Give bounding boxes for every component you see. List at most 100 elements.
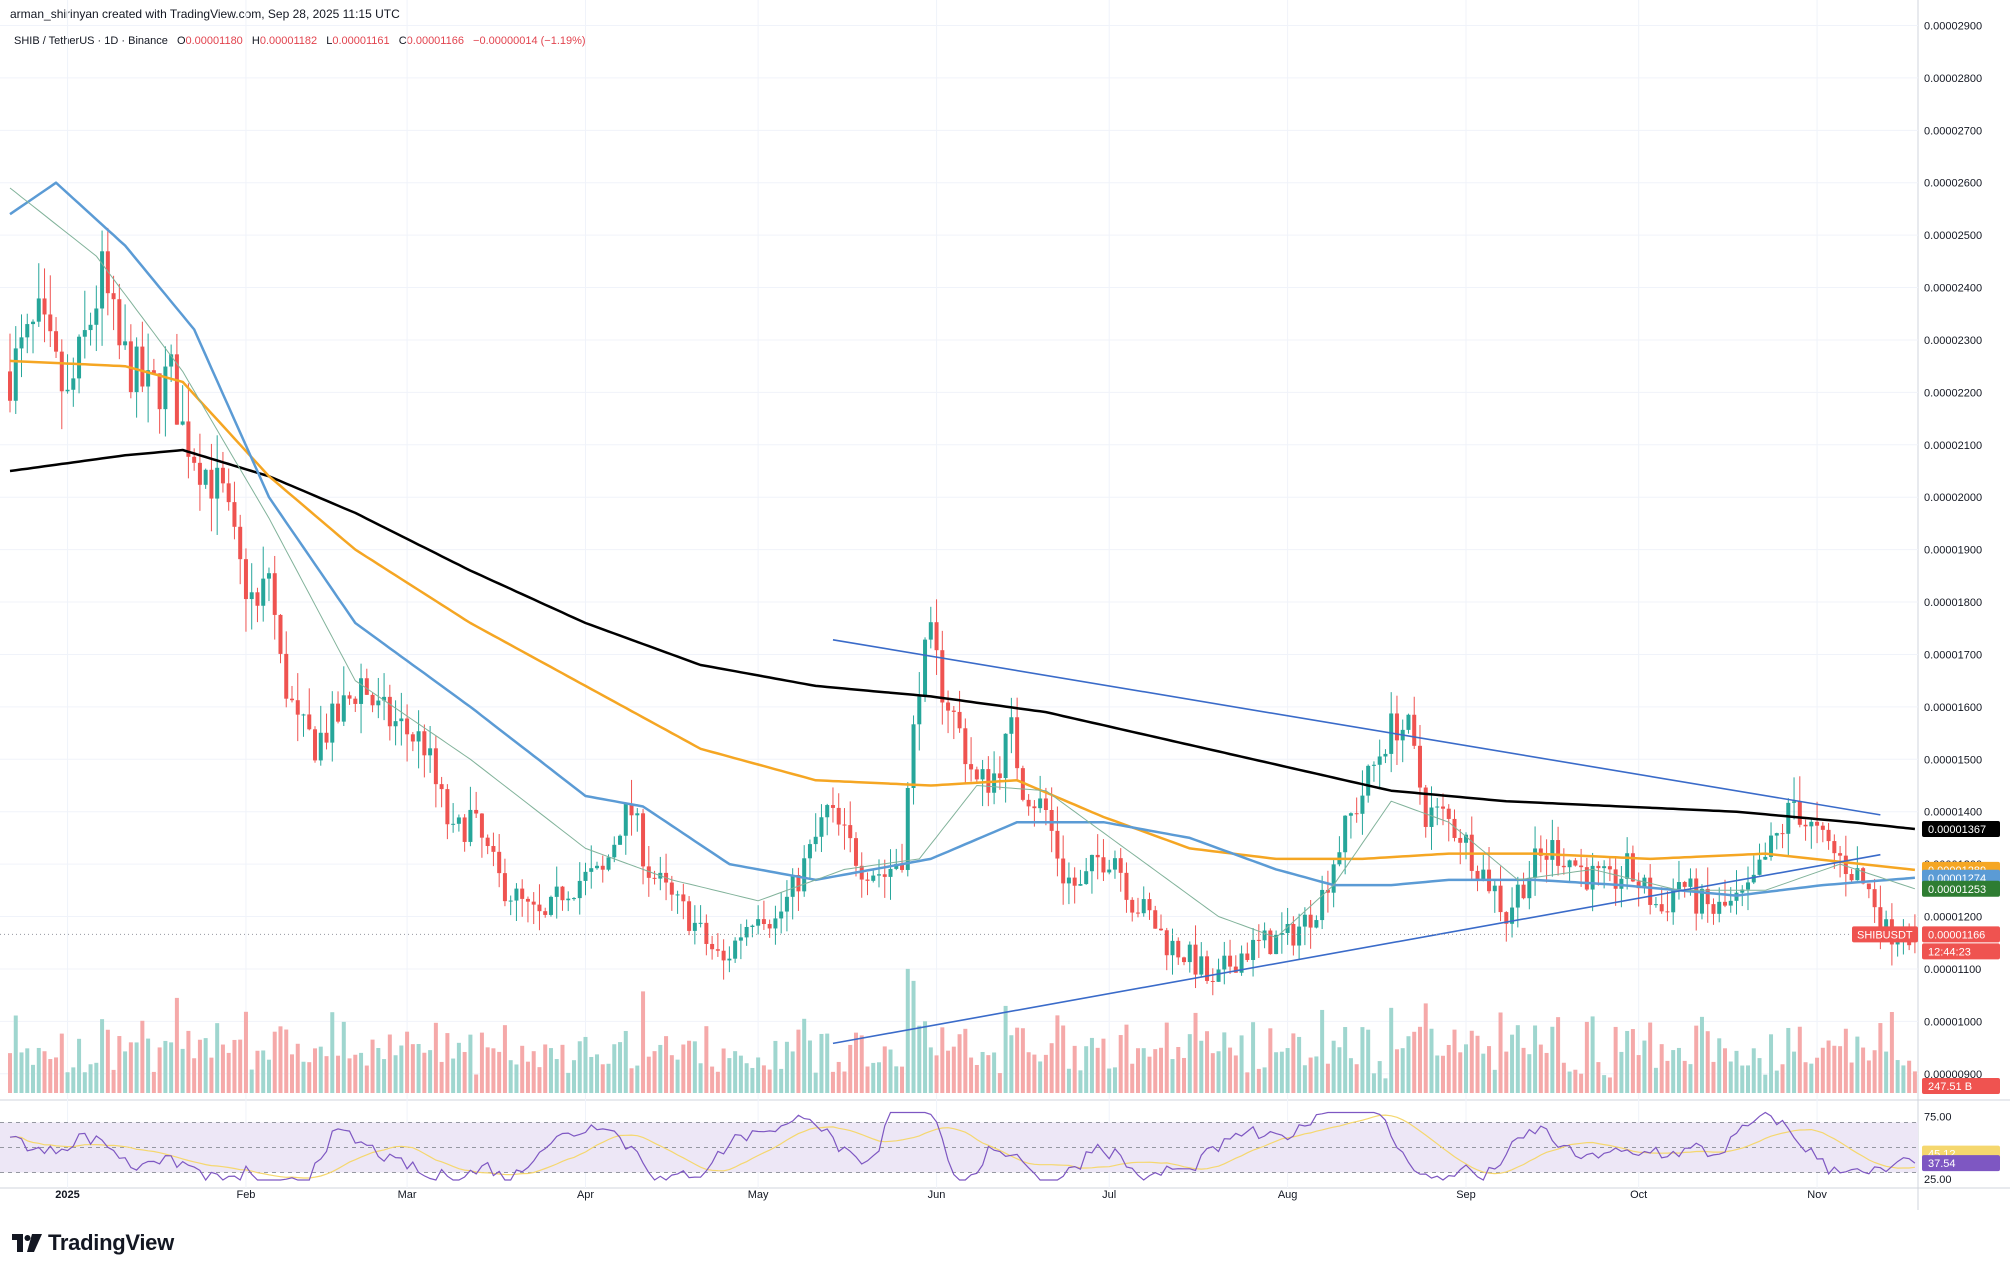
candle-body (905, 787, 910, 870)
volume-bar (220, 1044, 225, 1093)
candle-body (1630, 853, 1635, 882)
time-tick-label: May (748, 1189, 769, 1201)
volume-bar (48, 1059, 53, 1093)
volume-bar (1596, 1062, 1601, 1093)
volume-bar (330, 1012, 335, 1093)
candle-body (1498, 885, 1503, 913)
candle-body (410, 734, 415, 742)
volume-bar (940, 1027, 945, 1093)
candle-body (1435, 806, 1440, 808)
candle-body (606, 857, 611, 870)
candle-body (1855, 868, 1860, 881)
volume-bar (422, 1052, 427, 1093)
volume-bar (577, 1041, 582, 1093)
candle-body (1722, 901, 1727, 906)
candle-body (1354, 813, 1359, 815)
candle-body (1239, 953, 1244, 973)
volume-bar (554, 1059, 559, 1093)
volume-bar (1245, 1072, 1250, 1093)
candle-body (65, 389, 70, 392)
candle-body (692, 922, 697, 931)
volume-bar (255, 1050, 260, 1093)
candle-body (226, 483, 231, 503)
volume-bar (1199, 1040, 1204, 1093)
price-tick-label: 0.00002500 (1924, 230, 1982, 242)
volume-bar (123, 1051, 128, 1093)
candle-body (589, 868, 594, 872)
volume-bar (537, 1067, 542, 1093)
candle-body (1107, 869, 1112, 873)
volume-bar (462, 1051, 467, 1093)
candle-body (1521, 884, 1526, 899)
volume-bar (704, 1026, 709, 1093)
candle-body (266, 573, 271, 579)
candle-body (249, 592, 254, 600)
time-tick-label: Aug (1278, 1189, 1298, 1201)
volume-bar (1895, 1060, 1900, 1093)
candle-body (1360, 795, 1365, 814)
volume-bar (1061, 1025, 1066, 1093)
volume-bar (1820, 1047, 1825, 1093)
volume-bar (1377, 1061, 1382, 1093)
candle-body (537, 904, 542, 912)
volume-bar (1446, 1044, 1451, 1093)
volume-bar (853, 1032, 858, 1093)
candle-body (779, 911, 784, 919)
volume-bar (1348, 1058, 1353, 1093)
volume-bar (1026, 1052, 1031, 1093)
candle-body (1763, 856, 1768, 860)
candle-body (577, 880, 582, 899)
volume-bar (721, 1048, 726, 1093)
volume-bars (8, 968, 1917, 1093)
candle-body (618, 835, 623, 845)
volume-bar (1763, 1074, 1768, 1093)
volume-bar (128, 1042, 133, 1093)
price-tick-label: 0.00001900 (1924, 545, 1982, 557)
price-tick-label: 0.00001700 (1924, 649, 1982, 661)
candle-body (215, 467, 220, 499)
tradingview-logo[interactable]: TradingView (12, 1230, 174, 1256)
volume-bar (42, 1051, 47, 1093)
volume-bar (1889, 1012, 1894, 1093)
volume-bar (479, 1032, 484, 1093)
volume-bar (174, 997, 179, 1093)
candle-body (1746, 882, 1751, 890)
volume-bar (203, 1038, 208, 1093)
ma_green-moving-average (9, 187, 1916, 938)
candle-body (1567, 860, 1572, 868)
candle-body (359, 678, 364, 704)
candle-body (1590, 865, 1595, 890)
price-tick-label: 0.00002700 (1924, 125, 1982, 137)
symbol-label[interactable]: SHIB / TetherUS · 1D · Binance (14, 35, 168, 47)
volume-bar (675, 1059, 680, 1093)
volume-bar (1619, 1051, 1624, 1093)
volume-bar (1613, 1026, 1618, 1093)
price-tick-label: 0.00002200 (1924, 387, 1982, 399)
rsi-pane: 75.00 25.00 (0, 1111, 1952, 1186)
volume-bar (733, 1051, 738, 1093)
candle-body (180, 421, 185, 425)
volume-bar (756, 1057, 761, 1093)
candle-body (1268, 930, 1273, 955)
volume-bar (1417, 1026, 1422, 1093)
candle-body (1112, 858, 1117, 870)
candle-body (1653, 904, 1658, 906)
volume-bar (1464, 1044, 1469, 1093)
volume-bar (1153, 1049, 1158, 1093)
volume-bar (802, 1018, 807, 1093)
volume-bar (946, 1050, 951, 1093)
volume-bar (272, 1031, 277, 1093)
candle-body (1222, 955, 1227, 970)
volume-bar (1394, 1049, 1399, 1093)
candle-body (1832, 841, 1837, 854)
candle-body (727, 958, 732, 961)
volume-bar (871, 1062, 876, 1093)
candle-body (1613, 869, 1618, 889)
volume-bar (894, 1066, 899, 1093)
open-label: O (176, 35, 186, 47)
candle-body (1159, 928, 1163, 931)
volume-bar (1625, 1030, 1630, 1093)
candle-body (698, 922, 703, 924)
candle-body (623, 803, 628, 836)
